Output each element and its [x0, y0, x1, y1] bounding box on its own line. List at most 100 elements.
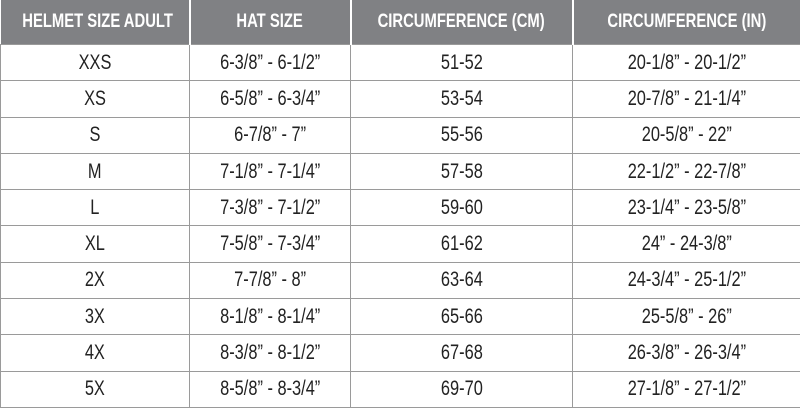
table-cell-text: 27-1/8” - 27-1/2”: [627, 377, 745, 401]
table-cell-text: 7-5/8” - 7-3/4”: [220, 232, 320, 256]
table-cell-text: 63-64: [441, 268, 483, 292]
table-cell: 6-3/8” - 6-1/2”: [190, 45, 351, 81]
table-cell-text: 7-3/8” - 7-1/2”: [220, 196, 320, 220]
table-cell-text: 8-1/8” - 8-1/4”: [220, 305, 320, 329]
table-cell: 7-7/8” - 8”: [190, 262, 351, 298]
table-cell-text: S: [90, 123, 101, 147]
table-cell: 20-7/8” - 21-1/4”: [573, 81, 800, 117]
table-cell: 3X: [1, 299, 190, 335]
table-cell-text: 51-52: [441, 51, 483, 75]
table-cell-text: 61-62: [441, 232, 483, 256]
table-cell-text: 8-5/8” - 8-3/4”: [220, 377, 320, 401]
table-cell: 53-54: [351, 81, 573, 117]
table-cell-text: 20-1/8” - 20-1/2”: [627, 51, 745, 75]
table-cell: 22-1/2” - 22-7/8”: [573, 153, 800, 189]
table-cell-text: L: [90, 196, 99, 220]
table-cell: 61-62: [351, 226, 573, 262]
table-row: XXS 6-3/8” - 6-1/2” 51-52 20-1/8” - 20-1/2”: [1, 45, 800, 81]
table-cell: 2X: [1, 262, 190, 298]
table-cell: 67-68: [351, 335, 573, 371]
table-cell-text: 24-3/4” - 25-1/2”: [627, 268, 745, 292]
table-cell: 8-3/8” - 8-1/2”: [190, 335, 351, 371]
table-cell: 4X: [1, 335, 190, 371]
header-cell-text: CIRCUMFERENCE (IN): [608, 11, 767, 33]
table-cell: 6-5/8” - 6-3/4”: [190, 81, 351, 117]
table-cell: 69-70: [351, 371, 573, 407]
table-cell: 24-3/4” - 25-1/2”: [573, 262, 800, 298]
table-cell-text: 4X: [85, 341, 105, 365]
table-row: XL 7-5/8” - 7-3/4” 61-62 24” - 24-3/8”: [1, 226, 800, 262]
table-cell: 25-5/8” - 26”: [573, 299, 800, 335]
table-cell-text: 65-66: [441, 305, 483, 329]
table-row: XS 6-5/8” - 6-3/4” 53-54 20-7/8” - 21-1/4”: [1, 81, 800, 117]
header-cell: CIRCUMFERENCE (IN): [573, 0, 800, 45]
table-cell-text: 55-56: [441, 123, 483, 147]
table-cell-text: 69-70: [441, 377, 483, 401]
table-cell-text: 7-7/8” - 8”: [234, 268, 306, 292]
table-cell: M: [1, 153, 190, 189]
table-row: 2X 7-7/8” - 8” 63-64 24-3/4” - 25-1/2”: [1, 262, 800, 298]
table-row: L 7-3/8” - 7-1/2” 59-60 23-1/4” - 23-5/8”: [1, 190, 800, 226]
table-cell-text: M: [88, 160, 102, 184]
table-cell-text: 20-5/8” - 22”: [641, 123, 731, 147]
table-cell: 7-1/8” - 7-1/4”: [190, 153, 351, 189]
table-cell: XXS: [1, 45, 190, 81]
table-cell: 8-5/8” - 8-3/4”: [190, 371, 351, 407]
table-row: 3X 8-1/8” - 8-1/4” 65-66 25-5/8” - 26”: [1, 299, 800, 335]
table-cell: 27-1/8” - 27-1/2”: [573, 371, 800, 407]
table-cell: XL: [1, 226, 190, 262]
table-cell-text: 53-54: [441, 87, 483, 111]
table-body: XXS 6-3/8” - 6-1/2” 51-52 20-1/8” - 20-1/2”…: [1, 45, 800, 408]
table-cell: 23-1/4” - 23-5/8”: [573, 190, 800, 226]
header-cell: HAT SIZE: [190, 0, 351, 45]
table-cell-text: 59-60: [441, 196, 483, 220]
table-cell: S: [1, 117, 190, 153]
table-cell: 63-64: [351, 262, 573, 298]
header-cell: HELMET SIZE ADULT: [1, 0, 190, 45]
table-cell-text: 6-7/8” - 7”: [234, 123, 306, 147]
table-row: 5X 8-5/8” - 8-3/4” 69-70 27-1/8” - 27-1/2”: [1, 371, 800, 407]
table-cell-text: 22-1/2” - 22-7/8”: [627, 160, 745, 184]
table-row: S 6-7/8” - 7” 55-56 20-5/8” - 22”: [1, 117, 800, 153]
table-cell-text: 26-3/8” - 26-3/4”: [627, 341, 745, 365]
table-cell: 51-52: [351, 45, 573, 81]
table-cell-text: 3X: [85, 305, 105, 329]
table-cell-text: XS: [84, 87, 106, 111]
table-cell-text: XXS: [79, 51, 112, 75]
table-cell: 7-3/8” - 7-1/2”: [190, 190, 351, 226]
table-cell-text: 57-58: [441, 160, 483, 184]
table-cell-text: 6-3/8” - 6-1/2”: [220, 51, 320, 75]
table-cell: 24” - 24-3/8”: [573, 226, 800, 262]
table-cell-text: 8-3/8” - 8-1/2”: [220, 341, 320, 365]
table-cell: XS: [1, 81, 190, 117]
table-cell: L: [1, 190, 190, 226]
header-cell-text: HELMET SIZE ADULT: [22, 11, 173, 33]
table-cell-text: 5X: [85, 377, 105, 401]
header-cell: CIRCUMFERENCE (CM): [351, 0, 573, 45]
table-cell-text: 25-5/8” - 26”: [641, 305, 731, 329]
table-cell-text: 67-68: [441, 341, 483, 365]
header-row: HELMET SIZE ADULT HAT SIZE CIRCUMFERENCE (…: [1, 0, 800, 45]
table-cell: 6-7/8” - 7”: [190, 117, 351, 153]
table-cell: 5X: [1, 371, 190, 407]
table-row: 4X 8-3/8” - 8-1/2” 67-68 26-3/8” - 26-3/4”: [1, 335, 800, 371]
table-cell-text: 2X: [85, 268, 105, 292]
table-cell-text: 6-5/8” - 6-3/4”: [220, 87, 320, 111]
table-cell-text: 20-7/8” - 21-1/4”: [627, 87, 745, 111]
table-cell-text: 23-1/4” - 23-5/8”: [627, 196, 745, 220]
table-cell-text: 7-1/8” - 7-1/4”: [220, 160, 320, 184]
table-cell: 7-5/8” - 7-3/4”: [190, 226, 351, 262]
table-cell: 65-66: [351, 299, 573, 335]
table-cell: 55-56: [351, 117, 573, 153]
table-cell: 20-1/8” - 20-1/2”: [573, 45, 800, 81]
table-cell-text: XL: [85, 232, 105, 256]
table-cell-text: 24” - 24-3/8”: [641, 232, 731, 256]
table-cell: 8-1/8” - 8-1/4”: [190, 299, 351, 335]
table-cell: 59-60: [351, 190, 573, 226]
header-cell-text: HAT SIZE: [237, 11, 303, 33]
table-cell: 20-5/8” - 22”: [573, 117, 800, 153]
header-cell-text: CIRCUMFERENCE (CM): [378, 11, 545, 33]
table-cell: 57-58: [351, 153, 573, 189]
